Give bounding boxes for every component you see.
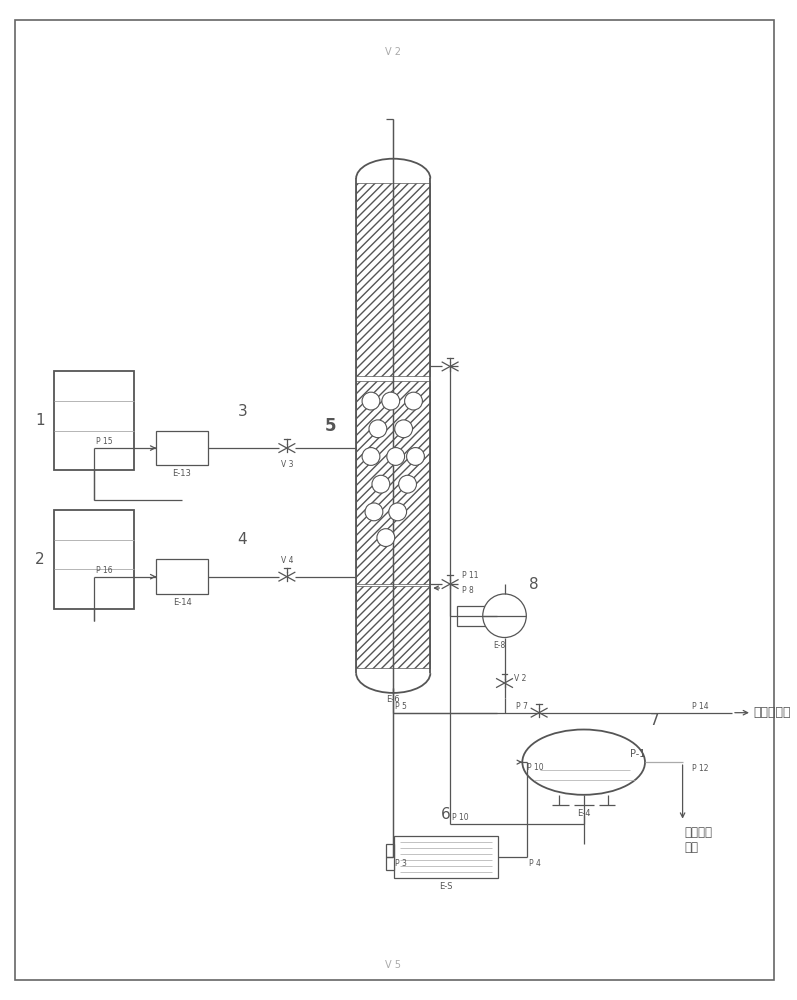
Text: P 5: P 5 <box>395 702 407 711</box>
Text: 8: 8 <box>529 577 539 592</box>
Circle shape <box>483 594 526 638</box>
Bar <box>394 836 497 878</box>
Circle shape <box>369 420 387 438</box>
Circle shape <box>365 503 383 521</box>
Bar <box>54 510 134 609</box>
Text: 去精馏单元: 去精馏单元 <box>754 706 791 719</box>
Text: V 2: V 2 <box>385 47 401 57</box>
Bar <box>54 371 134 470</box>
Circle shape <box>398 475 417 493</box>
Ellipse shape <box>522 730 645 795</box>
Text: 6: 6 <box>441 807 450 822</box>
Text: P 10: P 10 <box>528 763 544 772</box>
Text: E-4: E-4 <box>577 809 591 818</box>
Text: P 15: P 15 <box>96 437 112 446</box>
Text: 5: 5 <box>325 417 336 435</box>
Text: P 14: P 14 <box>693 702 709 711</box>
Text: V 4: V 4 <box>281 556 293 565</box>
Circle shape <box>389 503 406 521</box>
Text: P 4: P 4 <box>529 859 541 868</box>
Bar <box>457 606 497 626</box>
Text: E-14: E-14 <box>173 598 191 607</box>
Circle shape <box>362 448 380 465</box>
Text: P-1: P-1 <box>630 749 646 759</box>
Text: P 3: P 3 <box>395 859 407 868</box>
Circle shape <box>372 475 390 493</box>
Text: 7: 7 <box>650 713 660 728</box>
Circle shape <box>377 529 395 546</box>
Text: 去水处理
系统: 去水处理 系统 <box>685 826 713 854</box>
Circle shape <box>362 392 380 410</box>
Text: E-13: E-13 <box>173 469 191 478</box>
Text: V 5: V 5 <box>385 960 401 970</box>
Text: P 8: P 8 <box>462 586 473 595</box>
Text: 3: 3 <box>238 404 247 419</box>
Text: P 12: P 12 <box>693 764 709 773</box>
Bar <box>356 381 430 584</box>
Text: 4: 4 <box>238 532 247 547</box>
Text: V 3: V 3 <box>281 460 293 469</box>
Text: V 2: V 2 <box>514 674 527 683</box>
Text: E-6: E-6 <box>387 695 400 704</box>
Bar <box>356 586 430 668</box>
Text: E-8: E-8 <box>493 641 506 650</box>
Text: P 7: P 7 <box>516 702 528 711</box>
Text: 2: 2 <box>35 552 45 567</box>
Circle shape <box>382 392 399 410</box>
Bar <box>386 844 394 870</box>
Bar <box>156 431 208 465</box>
Text: E-S: E-S <box>439 882 453 891</box>
Circle shape <box>405 392 422 410</box>
Circle shape <box>406 448 424 465</box>
Circle shape <box>395 420 413 438</box>
Circle shape <box>387 448 405 465</box>
Text: P 10: P 10 <box>452 813 469 822</box>
Bar <box>156 559 208 594</box>
Text: 1: 1 <box>35 413 45 428</box>
Text: P 11: P 11 <box>462 571 478 580</box>
Text: P 16: P 16 <box>96 566 112 575</box>
Bar <box>356 183 430 376</box>
